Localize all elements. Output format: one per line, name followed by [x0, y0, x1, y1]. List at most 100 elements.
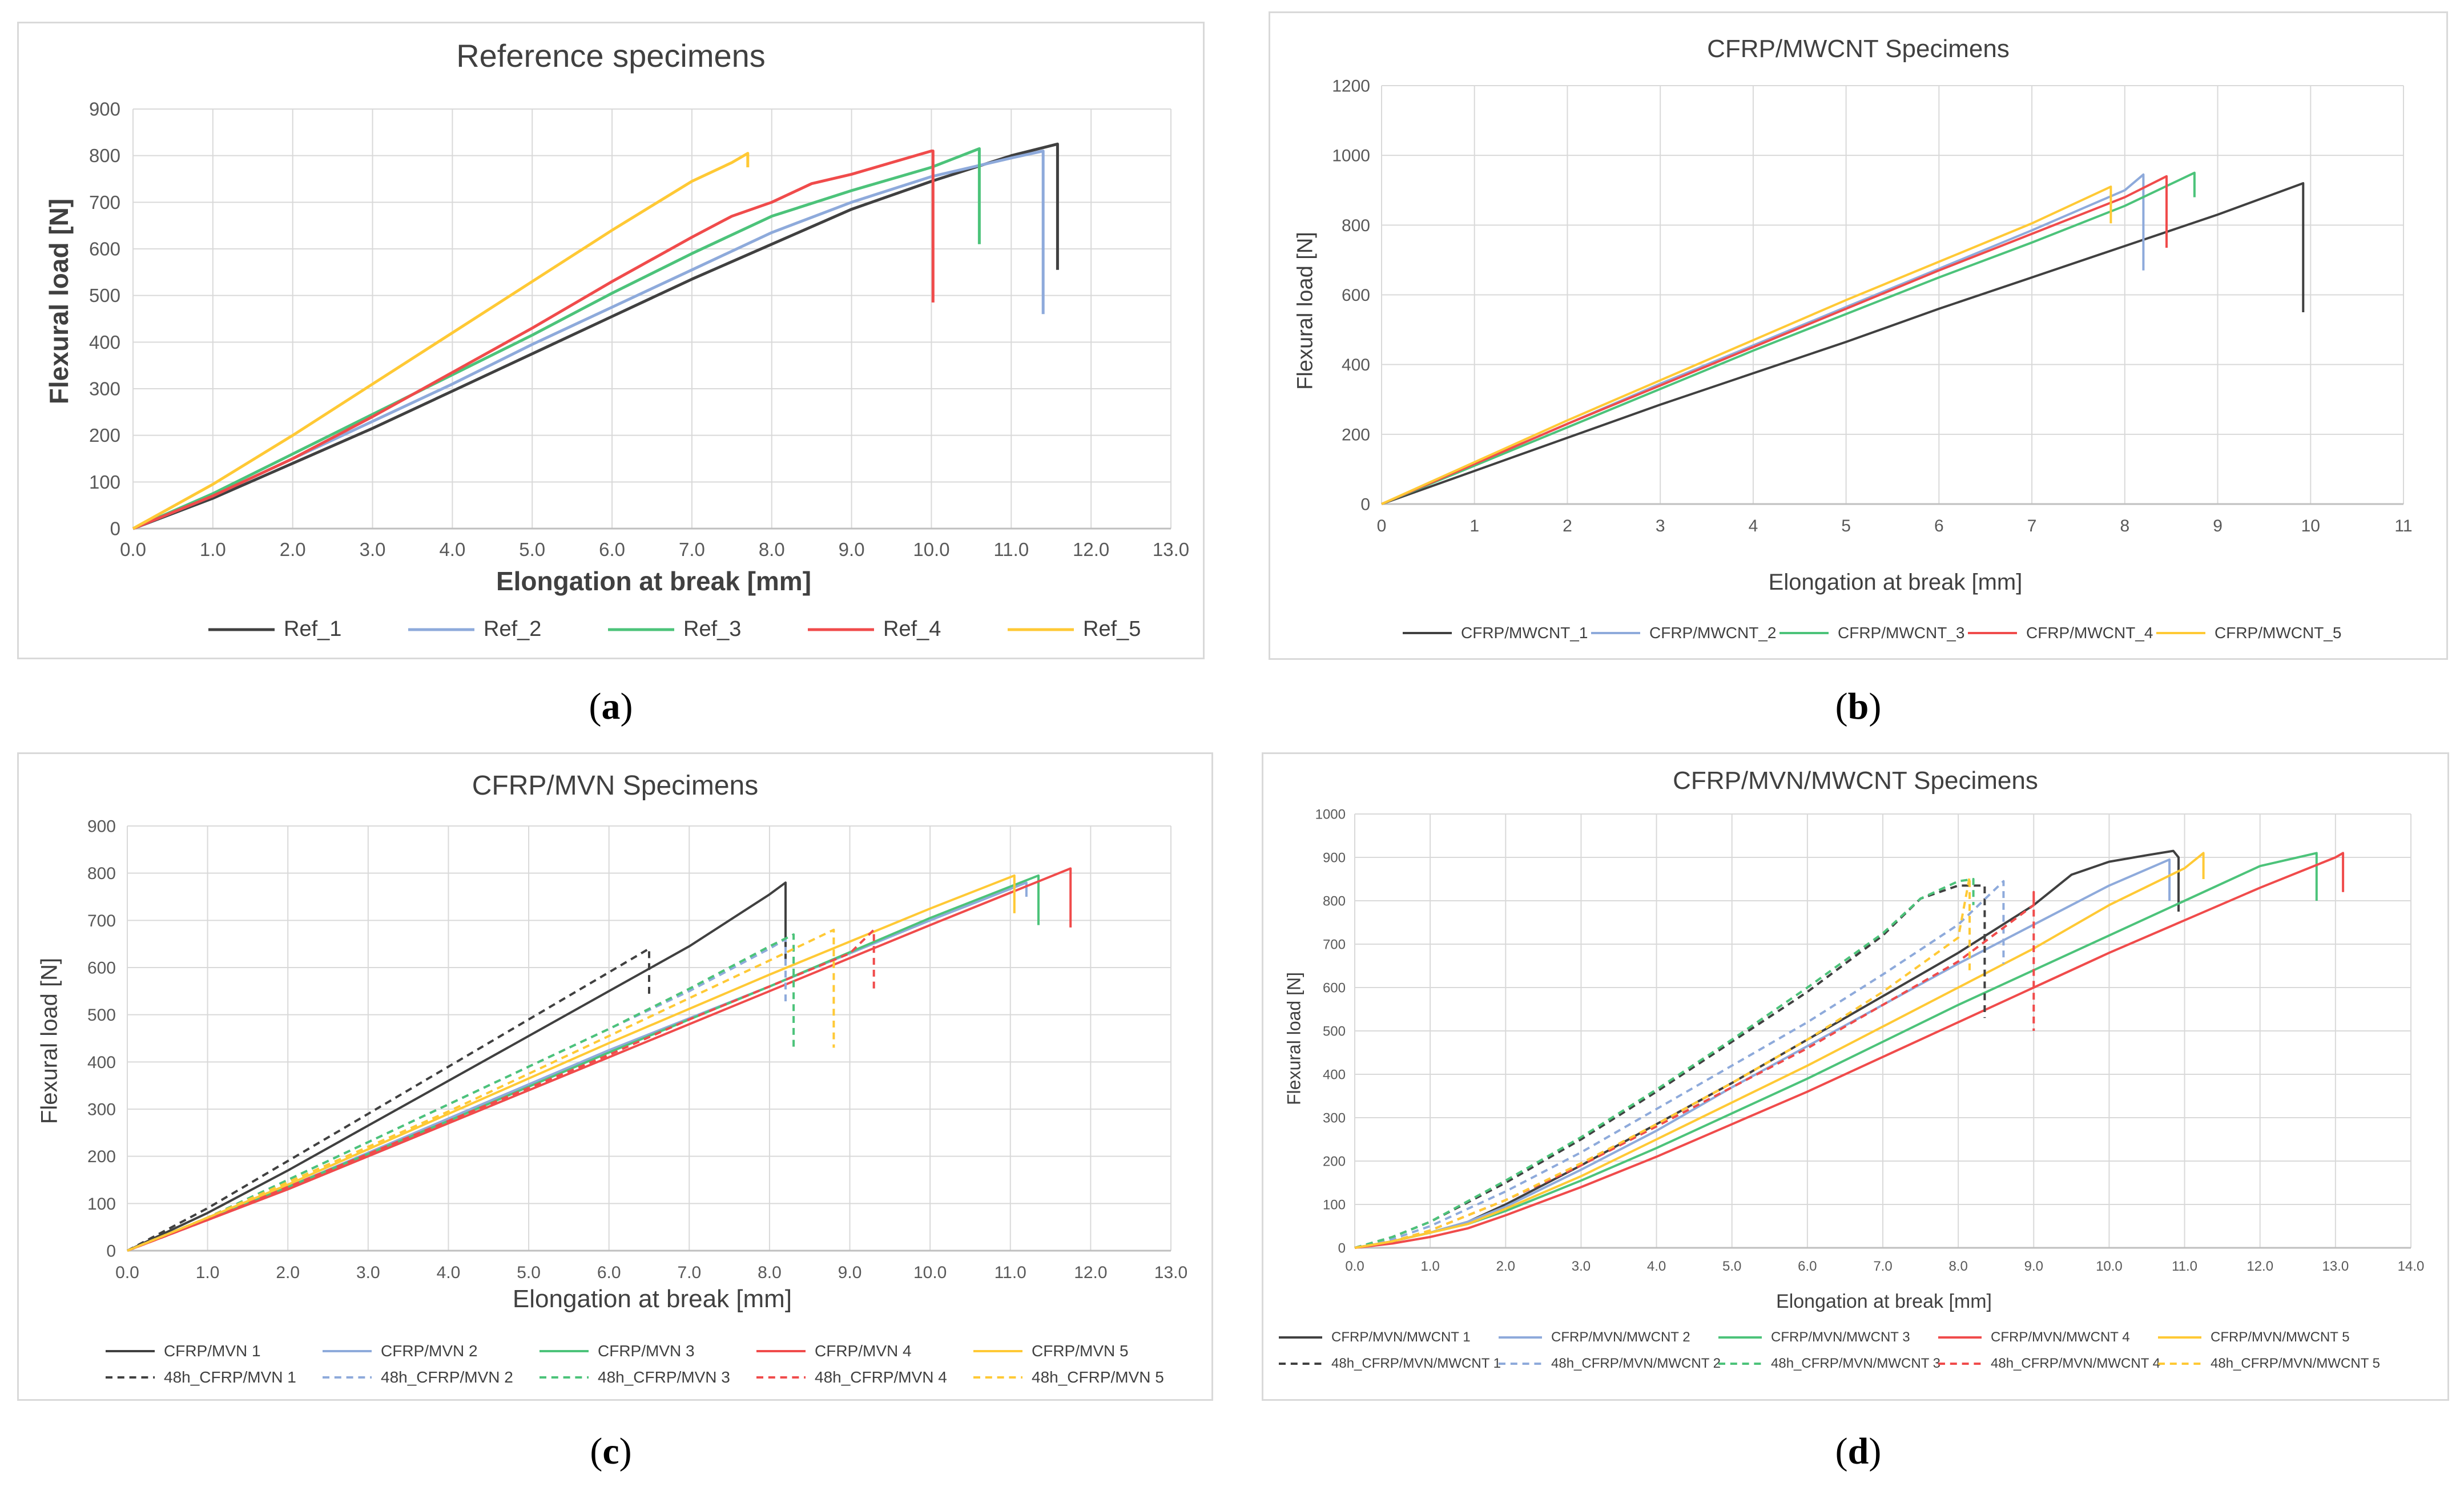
x-tick-label: 5.0 [1722, 1259, 1741, 1274]
y-tick-label: 400 [1323, 1067, 1346, 1082]
x-tick-label: 5 [1841, 517, 1851, 535]
series-line-cfrp-mwcnt-3 [1381, 171, 2196, 505]
x-axis-label: Elongation at break [mm] [496, 566, 812, 596]
y-tick-label: 0 [1338, 1240, 1346, 1256]
x-tick-label: 4.0 [439, 539, 465, 560]
x-tick-label: 8.0 [1948, 1259, 1967, 1274]
series-line-cfrp-mvn-mwcnt-2 [1354, 858, 2171, 1249]
chart-title: CFRP/MWCNT Specimens [1707, 35, 2010, 63]
legend-item: CFRP/MVN 2 [321, 1342, 478, 1360]
legend-item: 48h_CFRP/MVN/MWCNT 2 [1497, 1356, 1721, 1372]
x-tick-label: 3.0 [1572, 1259, 1591, 1274]
legend-label: 48h_CFRP/MVN/MWCNT 1 [1331, 1356, 1501, 1371]
series-line-ref-3 [132, 147, 981, 530]
legend-item: CFRP/MVN 1 [104, 1342, 261, 1360]
x-tick-label: 10.0 [913, 539, 949, 560]
y-tick-label: 300 [89, 378, 120, 400]
x-tick-label: 5.0 [519, 539, 545, 560]
y-tick-label: 200 [87, 1147, 116, 1166]
series-line-cfrp-mvn-mwcnt-5 [1354, 852, 2205, 1249]
y-tick-label: 500 [1323, 1023, 1346, 1039]
legend-swatch [1008, 628, 1074, 631]
series-line-48h-cfrp-mvn-mwcnt-4 [1354, 890, 2035, 1249]
x-tick-label: 4.0 [1647, 1259, 1666, 1274]
x-tick-label: 10.0 [913, 1263, 947, 1282]
series-line-48h-cfrp-mvn-4 [127, 928, 875, 1252]
legend-item: CFRP/MVN/MWCNT 3 [1717, 1329, 1910, 1345]
x-tick-label: 6 [1934, 517, 1944, 535]
y-tick-label: 100 [87, 1195, 116, 1214]
x-tick-label: 11.0 [993, 539, 1029, 560]
series-line-cfrp-mwcnt-4 [1381, 175, 2168, 505]
series-line-cfrp-mvn-mwcnt-4 [1354, 852, 2345, 1249]
series-line-cfrp-mwcnt-1 [1381, 182, 2305, 505]
legend-item: CFRP/MWCNT_4 [1967, 624, 2153, 642]
x-tick-label: 12.0 [2246, 1259, 2273, 1274]
legend-item: Ref_3 [607, 617, 741, 642]
legend-swatch [106, 1376, 155, 1379]
legend-swatch [408, 628, 474, 631]
legend-item: 48h_CFRP/MVN 3 [538, 1368, 730, 1387]
y-tick-label: 0 [106, 1242, 116, 1261]
x-axis-label: Elongation at break [mm] [1776, 1291, 1992, 1312]
caption-b: (b) [1835, 686, 1882, 727]
y-axis-label: Flexural load [N] [37, 957, 62, 1125]
x-tick-label: 8 [2120, 517, 2129, 535]
y-tick-label: 300 [87, 1101, 116, 1119]
legend-item: CFRP/MWCNT_2 [1590, 624, 1776, 642]
x-tick-label: 11.0 [995, 1263, 1026, 1282]
legend-label: CFRP/MVN 3 [598, 1342, 695, 1360]
legend-swatch [756, 1350, 806, 1352]
legend-label: CFRP/MVN/MWCNT 3 [1771, 1329, 1910, 1345]
series-line-48h-cfrp-mvn-mwcnt-3 [1354, 878, 1975, 1249]
chart-panel-b: CFRP/MWCNT Specimens 0 200 400 600 800 1000 12… [1269, 11, 2448, 660]
y-tick-label: 100 [89, 472, 120, 493]
x-tick-label: 2.0 [276, 1263, 300, 1282]
x-tick-label: 8.0 [758, 1263, 782, 1282]
series-line-ref-4 [132, 150, 935, 530]
legend-item: CFRP/MVN 5 [972, 1342, 1129, 1360]
series-line-cfrp-mvn-mwcnt-1 [1354, 849, 2180, 1249]
y-tick-label: 600 [87, 959, 116, 978]
legend-item: Ref_2 [407, 617, 541, 642]
y-axis-label: Flexural load [N] [1283, 972, 1305, 1105]
legend-label: CFRP/MWCNT_3 [1838, 624, 1965, 642]
x-tick-label: 2.0 [280, 539, 306, 560]
x-tick-label: 12.0 [1074, 1263, 1107, 1282]
x-tick-label: 2 [1563, 517, 1572, 535]
series-line-48h-cfrp-mvn-3 [127, 933, 795, 1252]
x-tick-label: 0.0 [120, 539, 146, 560]
series-line-48h-cfrp-mvn-mwcnt-2 [1354, 880, 2005, 1249]
y-axis-label: Flexural load [N] [44, 198, 74, 405]
legend-label: CFRP/MVN/MWCNT 1 [1331, 1329, 1471, 1345]
chart-panel-c: CFRP/MVN Specimens 0 100 200 300 400 500 600 70… [17, 752, 1213, 1401]
legend-swatch [808, 628, 874, 631]
x-tick-label: 4 [1749, 517, 1758, 535]
legend-swatch [2158, 1363, 2201, 1365]
legend-label: CFRP/MVN/MWCNT 5 [2211, 1329, 2350, 1345]
x-tick-label: 6.0 [597, 1263, 621, 1282]
x-tick-label: 4.0 [437, 1263, 461, 1282]
legend-label: 48h_CFRP/MVN 3 [598, 1368, 730, 1386]
x-tick-label: 6.0 [1798, 1259, 1817, 1274]
x-axis-label: Elongation at break [mm] [1768, 570, 2023, 595]
y-tick-label: 900 [87, 817, 116, 836]
legend-swatch [973, 1350, 1022, 1352]
legend-item: CFRP/MVN 4 [755, 1342, 912, 1360]
x-tick-label: 14.0 [2398, 1259, 2425, 1274]
legend-item: 48h_CFRP/MVN 4 [755, 1368, 947, 1387]
y-tick-label: 200 [1342, 425, 1370, 444]
x-tick-label: 0.0 [115, 1263, 139, 1282]
series-line-ref-5 [132, 152, 750, 530]
legend-label: 48h_CFRP/MVN/MWCNT 5 [2211, 1356, 2380, 1371]
y-axis-label: Flexural load [N] [1293, 232, 1318, 390]
chart-panel-a: Reference specimens 0 100 200 300 400 500 600 7… [17, 22, 1205, 659]
y-tick-label: 700 [1323, 937, 1346, 952]
y-tick-label: 500 [87, 1006, 116, 1025]
x-tick-label: 7.0 [679, 539, 705, 560]
series-line-48h-cfrp-mvn-mwcnt-1 [1354, 884, 1986, 1249]
y-tick-label: 400 [89, 332, 120, 353]
legend-swatch [1591, 632, 1640, 634]
y-tick-label: 800 [87, 864, 116, 883]
series-line-48h-cfrp-mvn-1 [127, 947, 650, 1252]
